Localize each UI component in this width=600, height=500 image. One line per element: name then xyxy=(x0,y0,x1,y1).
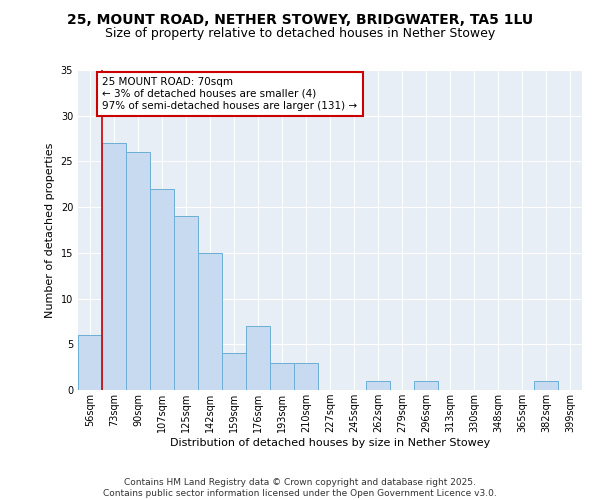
Text: Contains HM Land Registry data © Crown copyright and database right 2025.
Contai: Contains HM Land Registry data © Crown c… xyxy=(103,478,497,498)
Bar xyxy=(198,253,222,390)
Bar xyxy=(126,152,150,390)
Bar xyxy=(174,216,198,390)
Text: 25 MOUNT ROAD: 70sqm
← 3% of detached houses are smaller (4)
97% of semi-detache: 25 MOUNT ROAD: 70sqm ← 3% of detached ho… xyxy=(103,78,358,110)
Bar xyxy=(246,326,270,390)
Y-axis label: Number of detached properties: Number of detached properties xyxy=(45,142,55,318)
Bar xyxy=(366,381,390,390)
Bar xyxy=(270,362,294,390)
Bar xyxy=(534,381,558,390)
Bar xyxy=(414,381,438,390)
Bar xyxy=(150,189,174,390)
Bar xyxy=(102,143,126,390)
Bar xyxy=(78,335,102,390)
Text: 25, MOUNT ROAD, NETHER STOWEY, BRIDGWATER, TA5 1LU: 25, MOUNT ROAD, NETHER STOWEY, BRIDGWATE… xyxy=(67,12,533,26)
Text: Size of property relative to detached houses in Nether Stowey: Size of property relative to detached ho… xyxy=(105,28,495,40)
X-axis label: Distribution of detached houses by size in Nether Stowey: Distribution of detached houses by size … xyxy=(170,438,490,448)
Bar xyxy=(222,354,246,390)
Bar xyxy=(294,362,318,390)
